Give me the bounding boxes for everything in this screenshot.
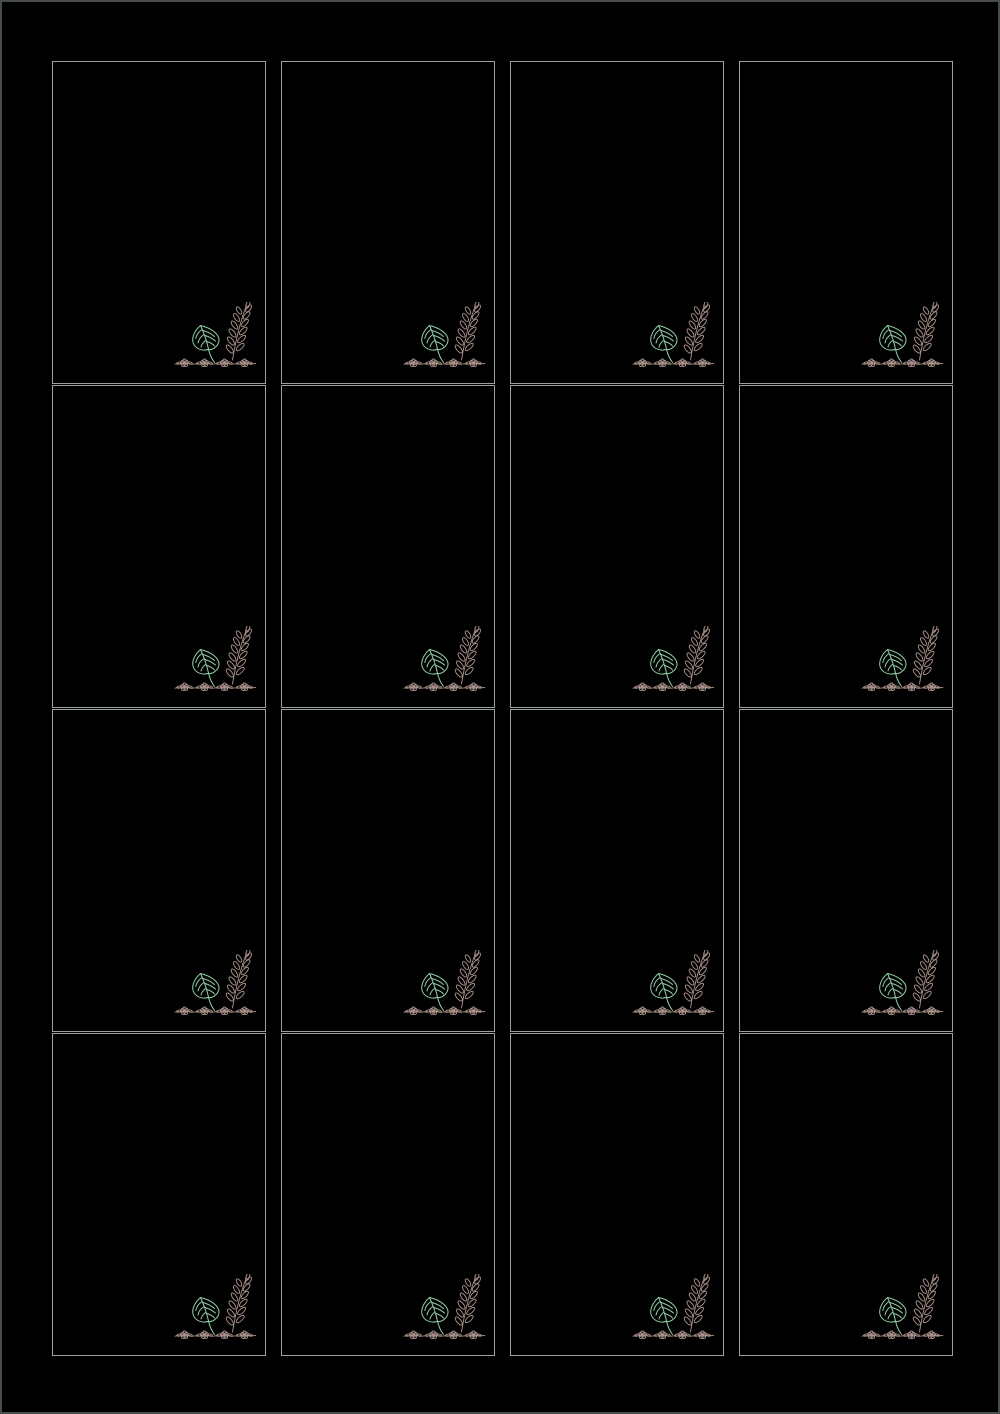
card-grid (52, 61, 953, 1356)
botanical-illustration (174, 1274, 257, 1344)
botanical-illustration (632, 950, 715, 1020)
botanical-illustration (403, 302, 486, 372)
botanical-illustration (861, 1274, 944, 1344)
botanical-illustration (403, 950, 486, 1020)
card-cell (739, 385, 953, 708)
card-cell (281, 709, 495, 1032)
botanical-illustration (861, 950, 944, 1020)
botanical-illustration (174, 302, 257, 372)
card-cell (52, 61, 266, 384)
botanical-illustration (174, 950, 257, 1020)
card-cell (739, 61, 953, 384)
botanical-illustration (174, 626, 257, 696)
botanical-illustration (403, 1274, 486, 1344)
botanical-illustration (632, 302, 715, 372)
botanical-illustration (861, 302, 944, 372)
card-cell (739, 709, 953, 1032)
card-cell (281, 61, 495, 384)
card-cell (281, 1033, 495, 1356)
card-cell (510, 1033, 724, 1356)
card-cell (52, 385, 266, 708)
card-cell (52, 1033, 266, 1356)
card-cell (739, 1033, 953, 1356)
botanical-illustration (632, 626, 715, 696)
botanical-illustration (861, 626, 944, 696)
card-cell (510, 709, 724, 1032)
card-cell (510, 385, 724, 708)
botanical-illustration (632, 1274, 715, 1344)
card-cell (52, 709, 266, 1032)
card-cell (281, 385, 495, 708)
botanical-illustration (403, 626, 486, 696)
card-cell (510, 61, 724, 384)
